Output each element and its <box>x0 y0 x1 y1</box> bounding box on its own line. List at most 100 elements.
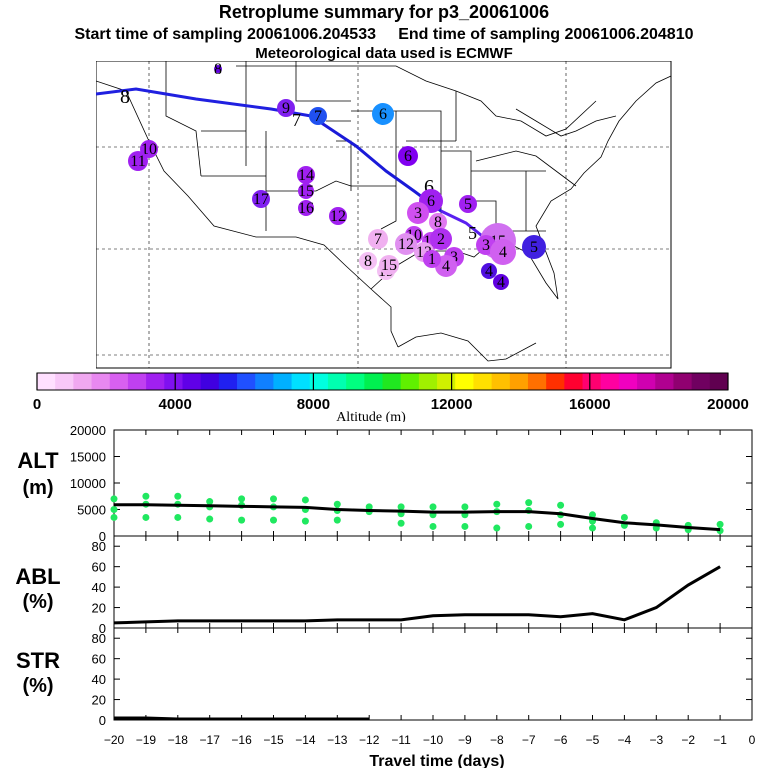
colorbar-cell <box>709 373 729 390</box>
altitude-sample-point <box>461 503 469 511</box>
plume-point <box>297 166 315 184</box>
colorbar-cell <box>473 373 493 390</box>
altitude-sample-point <box>142 492 150 500</box>
x-tick-label: −11 <box>391 733 411 747</box>
altitude-sample-point <box>589 511 596 519</box>
altitude-sample-point <box>429 522 437 530</box>
x-tick-label: −17 <box>200 733 221 747</box>
plume-point-label: 9 <box>282 100 290 117</box>
plume-point <box>429 213 447 231</box>
x-tick-label: −10 <box>423 733 444 747</box>
colorbar-cell <box>164 373 183 390</box>
series-line <box>114 716 370 721</box>
plume-point-label: 14 <box>298 167 314 184</box>
colorbar-cell <box>273 373 293 390</box>
traj-day-label: 5 <box>468 223 477 243</box>
plume-point-label: 4 <box>442 258 450 275</box>
alt-panel: ALT (m) 0 5000 10000 15000 20000 <box>17 423 753 544</box>
sampling-times: Start time of sampling 20061006.204533 E… <box>0 26 768 44</box>
plume-point-label: 5 <box>530 239 538 256</box>
plume-point-label: 4 <box>497 274 505 291</box>
plume-point-label: 11 <box>130 153 145 170</box>
altitude-sample-point <box>557 501 565 509</box>
altitude-sample-point <box>397 519 405 527</box>
y-tick-label: 40 <box>92 580 106 595</box>
altitude-sample-point <box>270 495 277 503</box>
colorbar-cell <box>91 373 111 390</box>
colorbar-cell <box>200 373 220 390</box>
panel-title: ALT <box>17 448 59 473</box>
altitude-sample-point <box>333 500 341 508</box>
plume-point-label: 1 <box>428 251 436 268</box>
colorbar-cell <box>546 373 565 390</box>
coastlines-and-borders <box>96 61 672 362</box>
x-tick-label: −8 <box>490 733 504 747</box>
colorbar-cell <box>382 373 402 390</box>
altitude-sample-point <box>110 495 118 503</box>
colorbar-cell <box>237 373 256 390</box>
met-data-label: Meteorological data used is ECMWF <box>255 45 513 62</box>
x-tick-label: −4 <box>618 733 632 747</box>
plume-point <box>395 233 417 255</box>
altitude-sample-point <box>461 522 469 530</box>
x-tick-label: 0 <box>749 733 756 747</box>
plume-point-label: 5 <box>464 196 472 213</box>
colorbar-cell <box>527 373 547 390</box>
colorbar-cell <box>509 373 529 390</box>
y-tick-label: 0 <box>99 621 106 636</box>
altitude-sample-point <box>525 522 533 530</box>
altitude-sample-point <box>620 513 628 521</box>
altitude-sample-point <box>110 513 118 521</box>
plume-point <box>214 65 222 73</box>
x-tick-label: −13 <box>327 733 348 747</box>
colorbar-cell <box>55 373 74 390</box>
plume-point-label: 4 <box>485 263 493 280</box>
altitude-sample-point <box>589 524 596 532</box>
altitude-sample-point <box>238 495 246 503</box>
x-tick-label: −20 <box>104 733 125 747</box>
plume-point-label: 15 <box>298 183 314 200</box>
x-tick-label: −2 <box>681 733 695 747</box>
y-tick-label: 0 <box>99 713 106 728</box>
colorbar-cell <box>73 373 93 390</box>
plume-point-label: 17 <box>253 191 269 208</box>
colorbar-cell <box>146 373 165 390</box>
y-tick-label: 20000 <box>70 423 106 438</box>
altitude-sample-point <box>142 513 150 521</box>
plume-point-label: 6 <box>404 148 412 165</box>
plume-point <box>252 190 270 208</box>
y-tick-label: 20 <box>92 693 106 708</box>
colorbar-tick-label: 20000 <box>707 396 749 413</box>
y-tick-label: 15000 <box>70 450 106 465</box>
altitude-sample-point <box>301 496 309 504</box>
plume-point <box>359 252 377 270</box>
plume-point <box>298 183 314 199</box>
y-tick-label: 60 <box>92 560 106 575</box>
panel-frame <box>113 535 753 629</box>
colorbar-cell <box>437 373 456 390</box>
y-tick-label: 20 <box>92 601 106 616</box>
colorbar-tick-label: 16000 <box>569 396 611 413</box>
plume-point <box>368 229 388 249</box>
colorbar-cell <box>673 373 693 390</box>
plume-point <box>522 235 546 259</box>
colorbar-cell <box>418 373 438 390</box>
colorbar-cell <box>309 373 329 390</box>
plume-point-label: 3 <box>482 237 490 254</box>
plume-point-label: 8 <box>364 253 372 270</box>
plume-point <box>459 195 477 213</box>
plume-point <box>493 274 509 290</box>
colorbar-label: Altitude (m) <box>336 410 406 422</box>
x-tick-label: −18 <box>168 733 189 747</box>
altitude-sample-point <box>493 524 501 532</box>
plume-point <box>407 202 429 224</box>
plume-point-label: 7 <box>314 108 322 125</box>
colorbar-cell <box>182 373 202 390</box>
colorbar-ticks: 0 4000 8000 12000 16000 20000 <box>33 373 749 413</box>
start-time-label: Start time of sampling 20061006.204533 <box>74 26 377 43</box>
colorbar-cell <box>346 373 365 390</box>
colorbar-cells <box>37 373 729 390</box>
abl-panel: ABL(%) 0 20 40 60 80 <box>15 535 753 636</box>
series-line <box>114 503 721 532</box>
